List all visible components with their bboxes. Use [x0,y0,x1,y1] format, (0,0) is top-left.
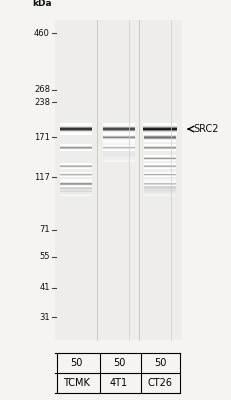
Text: TCMK: TCMK [62,378,89,388]
Text: CT26: CT26 [147,378,172,388]
Text: 117: 117 [34,173,50,182]
Text: 50: 50 [153,358,165,368]
Text: 460: 460 [34,28,50,38]
Text: 71: 71 [39,226,50,234]
Text: kDa: kDa [32,0,52,8]
Text: SRC2: SRC2 [192,124,218,134]
Text: 55: 55 [39,252,50,261]
Text: 50: 50 [70,358,82,368]
Bar [55,20,181,340]
Text: 50: 50 [112,358,125,368]
Text: 41: 41 [39,283,50,292]
Text: 31: 31 [39,313,50,322]
Text: 171: 171 [34,133,50,142]
Text: 4T1: 4T1 [109,378,128,388]
Text: 268: 268 [34,86,50,94]
Text: 238: 238 [34,98,50,107]
